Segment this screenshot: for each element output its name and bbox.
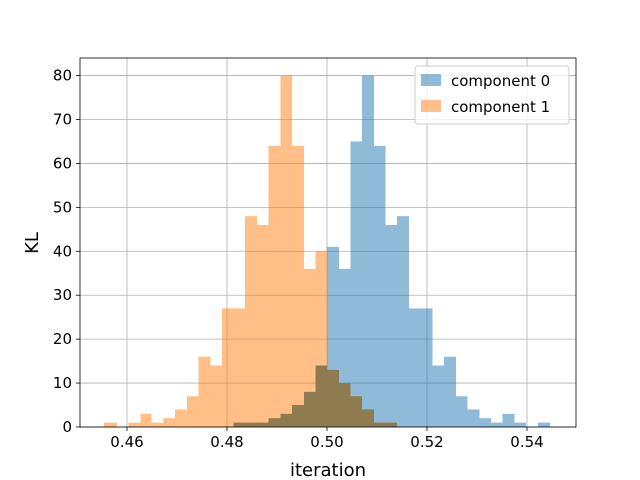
overlap-bar [374,422,386,427]
y-tick-label: 30 [53,286,72,304]
histogram-bar [538,422,550,427]
histogram-bars [104,75,550,428]
histogram-bar [420,308,433,427]
histogram-bar [491,422,503,427]
histogram-bar [409,308,421,427]
histogram-bar [187,396,199,427]
overlap-bar [350,396,362,427]
overlap-bar [304,391,316,427]
legend-frame [414,65,570,125]
histogram-bar [104,422,117,427]
overlap-bar [292,405,304,427]
overlap-bar [268,418,281,427]
histogram-bar [233,308,245,427]
series-component-1 [104,75,397,428]
histogram-bar [502,413,515,427]
histogram-bar [350,141,362,427]
legend-label-component-1: component 1 [451,98,550,116]
y-tick-label: 80 [53,67,72,85]
histogram-bar [374,145,386,427]
y-axis-ticks: 0 10 20 30 40 50 60 70 80 [53,67,80,436]
y-tick-label: 60 [53,154,72,172]
y-tick-label: 50 [53,198,72,216]
histogram-bar [163,418,175,427]
histogram-bar [339,268,351,427]
x-axis-ticks: 0.46 0.48 0.50 0.52 0.54 [110,427,544,451]
histogram-bar [175,409,187,427]
histogram-bar [222,308,234,427]
overlap-bar [245,422,257,427]
overlap-bar [327,369,339,427]
histogram-bar [467,409,480,427]
histogram-bar [514,422,526,427]
overlap-bar [280,413,292,427]
x-axis-label: iteration [290,460,366,480]
histogram-bar [151,422,164,427]
y-tick-label: 40 [53,242,72,260]
histogram-bar [140,413,152,427]
series-component-0 [327,75,550,428]
histogram-bar [304,268,316,427]
overlap-bar [315,365,327,427]
histogram-bar [362,75,374,428]
histogram-bar [432,365,444,427]
histogram-bar [257,224,269,427]
histogram-bar [210,365,222,427]
legend-swatch-component-0 [421,74,441,86]
histogram-bar [280,75,292,428]
legend-label-component-0: component 0 [451,72,550,90]
overlap-bar [385,422,397,427]
y-tick-label: 70 [53,111,72,129]
x-tick-label: 0.46 [110,433,143,451]
overlap-bar [339,383,351,427]
legend: component 0 component 1 [414,65,570,125]
y-tick-label: 20 [53,330,72,348]
histogram-bar [456,396,468,427]
histogram-bar [397,216,409,427]
plot-frame [79,57,577,428]
histogram-bar [444,356,456,427]
y-tick-label: 0 [62,418,72,436]
y-axis-label: KL [22,232,43,254]
x-tick-label: 0.50 [310,433,343,451]
histogram-bar [198,356,211,427]
histogram-bar [479,418,491,427]
legend-swatch-component-1 [421,100,441,112]
histogram-bar [245,216,257,427]
overlap-bar [233,422,245,427]
histogram-bar [268,145,281,427]
x-tick-label: 0.54 [510,433,543,451]
x-tick-label: 0.52 [410,433,443,451]
overlap-bar [257,422,269,427]
histogram-bar [315,251,327,427]
x-tick-label: 0.48 [210,433,243,451]
histogram-bar [385,224,397,427]
series-overlap [233,365,397,427]
histogram-bar [128,422,141,427]
histogram-bar [292,145,304,427]
y-tick-label: 10 [53,374,72,392]
overlap-bar [362,409,374,427]
